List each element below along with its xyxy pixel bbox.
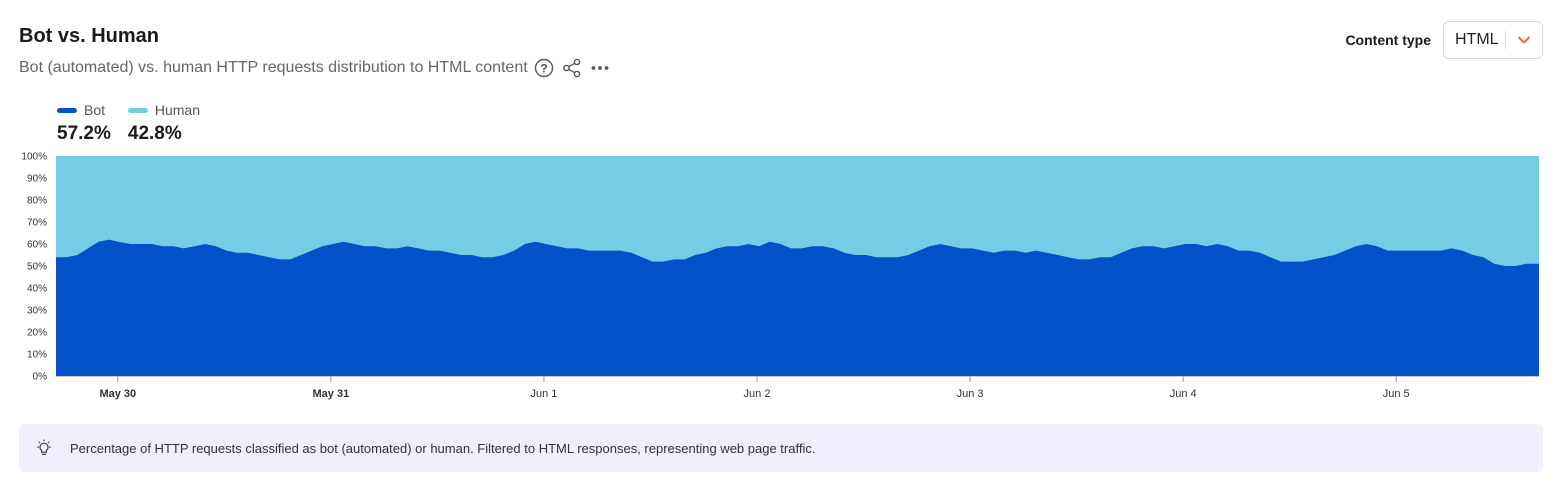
x-tick-label: Jun 1 xyxy=(530,388,557,400)
subtitle-text: Bot (automated) vs. human HTTP requests … xyxy=(19,59,528,76)
y-tick-label: 70% xyxy=(27,218,47,229)
x-tick-label: Jun 4 xyxy=(1170,388,1197,400)
more-icon[interactable] xyxy=(590,58,610,78)
legend-item-bot[interactable]: Bot 57.2% xyxy=(57,102,111,145)
content-type-label: Content type xyxy=(1345,32,1431,48)
y-tick-label: 10% xyxy=(27,350,47,361)
y-tick-label: 30% xyxy=(27,306,47,317)
info-text: Percentage of HTTP requests classified a… xyxy=(70,440,816,456)
chevron-down-icon[interactable] xyxy=(1506,36,1542,44)
x-tick-label: May 30 xyxy=(99,388,136,400)
y-tick-label: 60% xyxy=(27,240,47,251)
chart-subtitle: Bot (automated) vs. human HTTP requests … xyxy=(19,58,610,78)
y-tick-label: 90% xyxy=(27,174,47,185)
content-type-select[interactable]: HTML xyxy=(1443,21,1543,59)
y-tick-label: 20% xyxy=(27,328,47,339)
help-icon[interactable]: ? xyxy=(534,58,554,78)
legend-value-bot: 57.2% xyxy=(57,123,111,144)
x-tick-label: Jun 3 xyxy=(957,388,984,400)
x-tick-label: Jun 5 xyxy=(1383,388,1410,400)
chart-title: Bot vs. Human xyxy=(19,25,160,47)
legend-value-human: 42.8% xyxy=(127,123,182,144)
x-tick-label: Jun 2 xyxy=(744,388,771,400)
x-tick-label: May 31 xyxy=(313,388,350,400)
share-icon[interactable] xyxy=(562,58,582,78)
y-tick-label: 80% xyxy=(27,196,47,207)
y-tick-label: 50% xyxy=(27,262,47,273)
content-type-value: HTML xyxy=(1455,31,1499,48)
content-type-filter: Content type HTML xyxy=(1345,21,1543,59)
select-divider xyxy=(1505,31,1506,49)
legend-label-bot: Bot xyxy=(84,102,106,118)
info-banner: Percentage of HTTP requests classified a… xyxy=(19,424,1543,472)
chart-legend: Bot 57.2% Human 42.8% xyxy=(57,102,200,145)
y-tick-label: 40% xyxy=(27,284,47,295)
y-tick-label: 0% xyxy=(33,372,48,383)
legend-swatch-human xyxy=(127,107,148,113)
lightbulb-icon xyxy=(35,439,53,457)
stacked-area-chart[interactable]: 0% 10% 20% 30% 40% 50% 60% 70% 80% 90% 100% May 30 M… xyxy=(0,145,1565,405)
area-bot[interactable] xyxy=(56,239,1539,376)
svg-text:?: ? xyxy=(540,62,547,76)
legend-swatch-bot xyxy=(57,107,77,113)
legend-item-human[interactable]: Human 42.8% xyxy=(127,102,201,145)
y-tick-label: 100% xyxy=(21,152,47,163)
legend-label-human: Human xyxy=(154,102,201,118)
